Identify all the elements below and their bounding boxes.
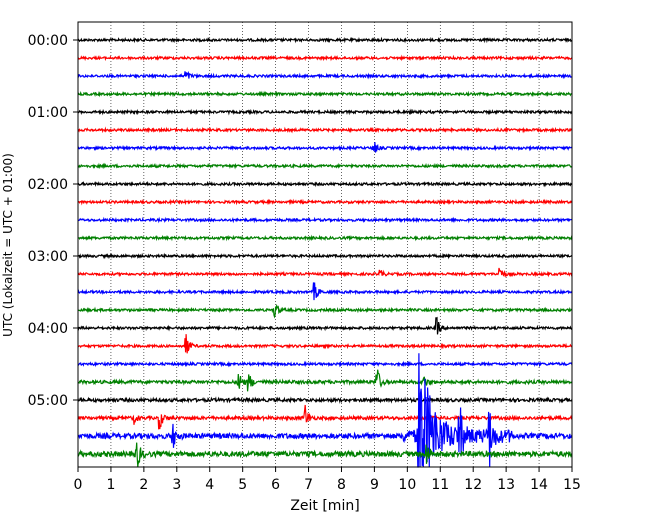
y-axis: 00:00 01:00 02:00 03:00 04:00 05:00	[28, 33, 78, 409]
x-tick-label-10: 10	[398, 477, 416, 493]
trace-line-17	[77, 334, 573, 354]
x-tick-label-8: 8	[337, 477, 346, 493]
x-tick-label-7: 7	[304, 477, 313, 493]
trace-line-3	[77, 90, 573, 98]
trace-line-6	[77, 142, 573, 153]
y-tick-label-0: 00:00	[28, 33, 68, 49]
x-tick-label-0: 0	[74, 477, 83, 493]
y-tick-label-4: 04:00	[28, 321, 68, 337]
plot-frame	[77, 21, 573, 468]
x-tick-label-5: 5	[238, 477, 247, 493]
trace-line-23	[77, 442, 573, 468]
trace-line-15	[77, 303, 573, 319]
x-tick-label-2: 2	[139, 477, 148, 493]
x-tick-label-12: 12	[464, 477, 482, 493]
x-tick-label-1: 1	[106, 477, 115, 493]
x-tick-label-4: 4	[205, 477, 214, 493]
x-tick-label-14: 14	[530, 477, 548, 493]
x-tick-label-3: 3	[172, 477, 181, 493]
trace-line-2	[77, 70, 573, 80]
x-tick-label-13: 13	[497, 477, 515, 493]
trace-line-19	[77, 369, 573, 392]
y-tick-label-2: 02:00	[28, 177, 68, 193]
trace-line-22	[77, 353, 573, 468]
trace-line-14	[77, 282, 573, 301]
trace-line-21	[77, 404, 573, 430]
x-tick-label-6: 6	[271, 477, 280, 493]
x-axis: 0 1 2 3 4 5 6 7 8 9 10 11 12 13 14 15	[74, 467, 581, 493]
trace-line-13	[77, 267, 573, 278]
trace-line-18	[77, 360, 573, 368]
trace-line-1	[77, 54, 573, 62]
trace-line-7	[77, 162, 573, 170]
grid-lines	[110, 22, 540, 467]
trace-line-8	[77, 180, 573, 188]
y-tick-label-5: 05:00	[28, 393, 68, 409]
trace-line-11	[77, 234, 573, 242]
trace-line-9	[77, 198, 573, 206]
trace-line-10	[77, 216, 573, 224]
trace-line-12	[77, 252, 573, 260]
x-tick-label-9: 9	[370, 477, 379, 493]
y-axis-label: UTC (Lokalzeit = UTC + 01:00)	[1, 153, 15, 337]
trace-line-4	[77, 108, 573, 116]
trace-line-20	[77, 396, 573, 404]
trace-line-16	[77, 316, 573, 335]
y-tick-label-3: 03:00	[28, 249, 68, 265]
traces	[77, 36, 573, 468]
x-tick-label-15: 15	[563, 477, 581, 493]
trace-line-5	[77, 126, 573, 134]
x-axis-label: Zeit [min]	[290, 498, 359, 514]
y-tick-label-1: 01:00	[28, 105, 68, 121]
trace-line-0	[77, 36, 573, 44]
x-tick-label-11: 11	[431, 477, 449, 493]
